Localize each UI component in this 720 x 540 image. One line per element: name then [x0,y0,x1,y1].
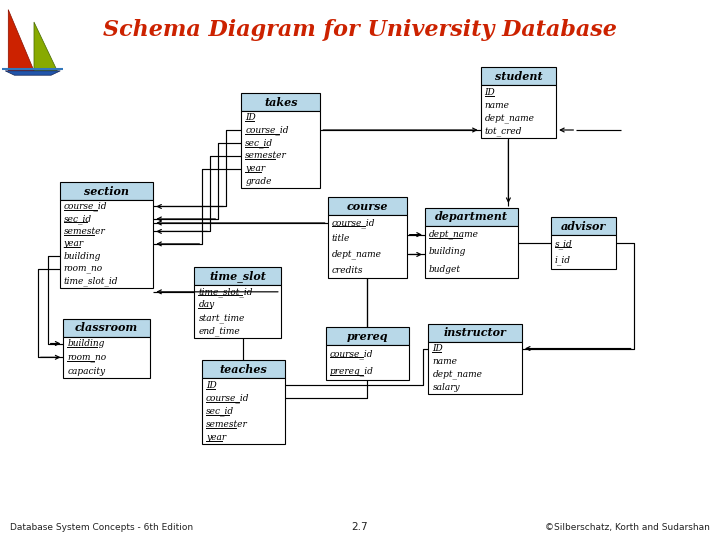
Text: teaches: teaches [220,364,267,375]
Bar [194,267,281,285]
Text: s_id: s_id [555,239,572,248]
Bar [60,200,153,288]
Text: title: title [332,234,350,243]
Text: semester: semester [246,151,287,160]
Text: ID: ID [246,113,256,122]
Bar [551,217,616,235]
Bar [481,68,556,85]
Text: sec_id: sec_id [246,138,274,148]
Bar [425,226,518,278]
Text: name: name [433,357,457,366]
Text: section: section [84,186,129,197]
Text: prereq: prereq [346,330,388,342]
Text: semester: semester [64,227,106,236]
Text: semester: semester [206,420,248,429]
Text: i_id: i_id [555,255,571,265]
Text: department: department [435,211,508,222]
Text: ID: ID [206,381,217,389]
Bar [63,336,150,378]
Text: advisor: advisor [561,221,606,232]
Text: dept_name: dept_name [429,230,479,239]
Text: capacity: capacity [68,367,106,376]
Polygon shape [5,71,60,75]
Bar [241,111,320,187]
Bar [241,93,320,111]
Text: prereq_id: prereq_id [330,367,374,376]
Text: course_id: course_id [206,393,249,403]
Text: sec_id: sec_id [206,407,234,416]
Bar [428,324,522,342]
Text: year: year [64,239,84,248]
Text: year: year [246,164,266,173]
Bar [328,197,407,215]
Text: ©Silberschatz, Korth and Sudarshan: ©Silberschatz, Korth and Sudarshan [545,523,710,532]
Text: classroom: classroom [75,322,138,333]
Text: year: year [206,433,226,442]
Text: course_id: course_id [330,349,373,359]
Text: dept_name: dept_name [433,370,482,380]
Text: start_time: start_time [199,313,245,323]
Bar [428,342,522,394]
Bar [63,319,150,336]
Text: building: building [68,339,104,348]
Bar [202,361,285,379]
Text: course_id: course_id [246,125,289,135]
Text: name: name [485,100,510,110]
Text: course: course [346,200,388,212]
Bar [325,327,409,345]
Bar [551,235,616,269]
Bar [425,208,518,226]
Bar [202,379,285,444]
Text: budget: budget [429,265,461,274]
Text: student: student [495,71,542,82]
Text: building: building [429,247,466,256]
Text: time_slot_id: time_slot_id [199,287,253,296]
Text: sec_id: sec_id [64,214,92,224]
Text: instructor: instructor [444,327,507,339]
Text: dept_name: dept_name [485,113,534,123]
Bar [328,215,407,278]
Text: time_slot_id: time_slot_id [64,276,118,286]
Text: grade: grade [246,177,271,186]
Text: course_id: course_id [64,201,107,211]
Text: ID: ID [485,87,495,97]
Bar [194,285,281,338]
Text: tot_cred: tot_cred [485,126,522,136]
Text: takes: takes [264,97,297,107]
Text: time_slot: time_slot [210,271,266,282]
Bar [481,85,556,138]
Polygon shape [9,10,34,71]
Polygon shape [34,22,58,71]
Text: credits: credits [332,266,363,275]
Text: Database System Concepts - 6th Edition: Database System Concepts - 6th Edition [10,523,193,532]
Text: dept_name: dept_name [332,249,382,259]
Text: room_no: room_no [64,265,103,273]
Text: salary: salary [433,383,460,392]
Bar [325,345,409,380]
Text: day: day [199,300,215,309]
Text: room_no: room_no [68,353,107,362]
Text: 2.7: 2.7 [351,522,369,532]
Text: Schema Diagram for University Database: Schema Diagram for University Database [103,19,617,41]
Text: course_id: course_id [332,218,375,228]
Text: end_time: end_time [199,326,240,336]
Text: building: building [64,252,101,261]
Bar [60,183,153,200]
Text: ID: ID [433,344,443,353]
